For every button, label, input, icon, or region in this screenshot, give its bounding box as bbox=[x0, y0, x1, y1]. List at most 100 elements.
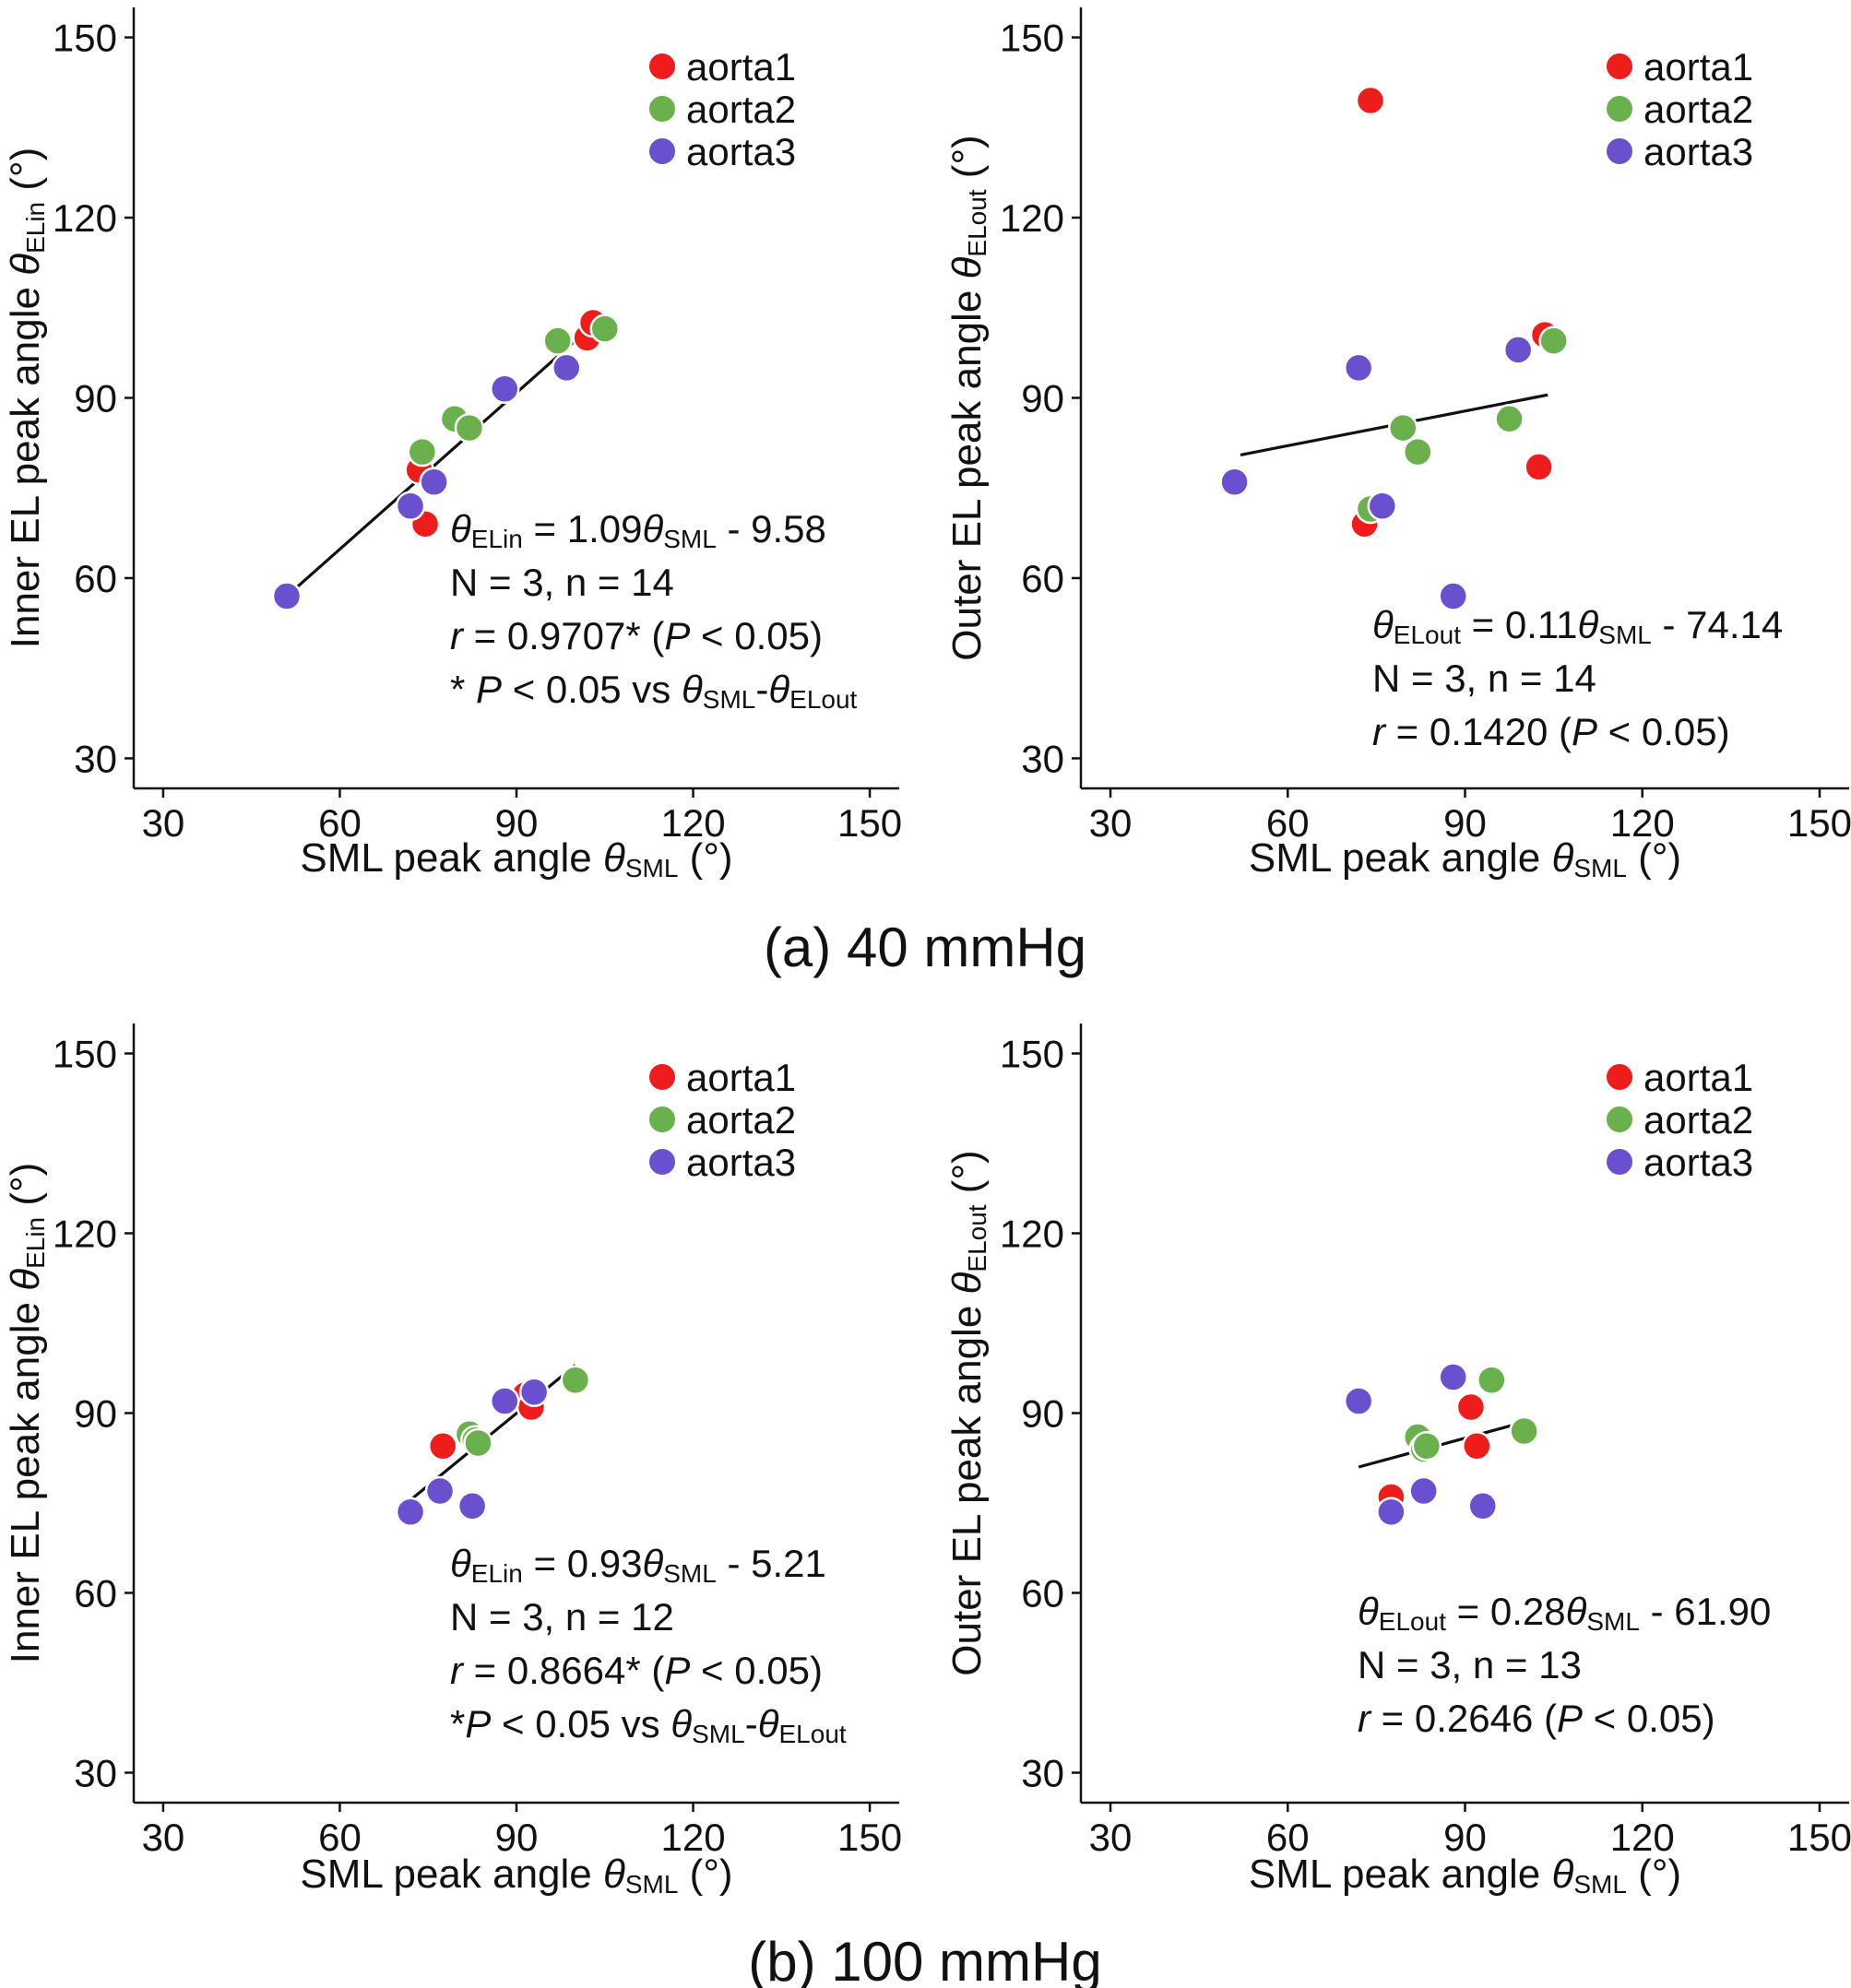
legend-label-aorta2: aorta2 bbox=[1643, 1098, 1753, 1142]
y-tick-label: 60 bbox=[74, 557, 117, 600]
annotation-line: r = 0.8664* (P < 0.05) bbox=[450, 1649, 823, 1692]
x-tick-label: 60 bbox=[1266, 1816, 1310, 1859]
point-aorta3 bbox=[489, 373, 520, 404]
x-axis-label: SML peak angle θSML (°) bbox=[1249, 835, 1681, 882]
point-aorta1 bbox=[1524, 452, 1554, 482]
chart-b-inner: 30 30 60 60 90 90 120 120 150 150 SML peak angle θ… bbox=[3, 1024, 902, 1899]
y-tick-label: 150 bbox=[53, 1033, 117, 1076]
y-tick-label: 90 bbox=[1021, 1392, 1064, 1436]
point-aorta2 bbox=[560, 1365, 591, 1395]
y-tick-label: 30 bbox=[1021, 1752, 1064, 1795]
point-aorta3 bbox=[1438, 1362, 1468, 1392]
point-aorta3 bbox=[518, 1377, 550, 1407]
point-aorta3 bbox=[1343, 352, 1374, 384]
annotation-line: N = 3, n = 14 bbox=[450, 561, 674, 604]
legend-key-aorta2 bbox=[1605, 1105, 1634, 1134]
x-tick-label: 90 bbox=[495, 1816, 539, 1859]
legend-label-aorta3: aorta3 bbox=[686, 130, 796, 173]
x-tick-label: 150 bbox=[1787, 1816, 1851, 1859]
chart-a-inner: 30 30 60 60 90 90 120 120 150 150 SML peak angle θ… bbox=[3, 7, 902, 882]
point-aorta3 bbox=[1438, 581, 1468, 611]
point-aorta2 bbox=[407, 436, 438, 467]
point-aorta3 bbox=[457, 1491, 488, 1521]
y-tick-label: 30 bbox=[74, 737, 117, 780]
legend-label-aorta1: aorta1 bbox=[686, 1056, 796, 1099]
x-tick-label: 120 bbox=[1610, 801, 1675, 845]
annotation-line: N = 3, n = 12 bbox=[450, 1595, 674, 1639]
point-aorta3 bbox=[424, 1475, 456, 1507]
annotation-line: N = 3, n = 13 bbox=[1358, 1643, 1582, 1686]
y-tick-label: 60 bbox=[1021, 557, 1064, 600]
y-tick-label: 120 bbox=[53, 196, 117, 240]
legend-key-aorta1 bbox=[1605, 1062, 1634, 1092]
point-aorta2 bbox=[1509, 1415, 1539, 1447]
y-tick-label: 90 bbox=[74, 377, 117, 420]
point-aorta1 bbox=[1455, 1391, 1487, 1423]
annotation-line: r = 0.1420 (P < 0.05) bbox=[1372, 710, 1730, 753]
legend-key-aorta1 bbox=[647, 52, 677, 81]
caption-a: (a) 40 mmHg bbox=[764, 917, 1086, 978]
x-tick-label: 90 bbox=[495, 801, 539, 845]
point-aorta2 bbox=[1477, 1365, 1507, 1395]
legend-label-aorta1: aorta1 bbox=[686, 45, 796, 89]
point-aorta2 bbox=[454, 412, 485, 444]
chart-a-outer: 30 30 60 60 90 90 120 120 150 150 SML peak angle θ… bbox=[944, 7, 1851, 882]
y-tick-label: 150 bbox=[1000, 1033, 1064, 1076]
y-tick-label: 90 bbox=[74, 1392, 117, 1436]
legend-key-aorta1 bbox=[647, 1062, 677, 1092]
legend-key-aorta3 bbox=[1605, 1147, 1634, 1177]
y-tick-label: 30 bbox=[1021, 737, 1064, 780]
point-aorta2 bbox=[1402, 436, 1433, 467]
annotation-line: θELout = 0.11θSML - 74.14 bbox=[1372, 603, 1783, 649]
x-axis-label: SML peak angle θSML (°) bbox=[1249, 1852, 1681, 1899]
point-aorta2 bbox=[1387, 412, 1418, 444]
point-aorta3 bbox=[271, 581, 303, 611]
y-tick-label: 30 bbox=[74, 1752, 117, 1795]
point-aorta1 bbox=[1355, 85, 1386, 116]
point-aorta3 bbox=[489, 1386, 520, 1416]
annotation-line: r = 0.9707* (P < 0.05) bbox=[450, 614, 823, 657]
regression-line bbox=[285, 318, 600, 598]
point-aorta3 bbox=[1408, 1475, 1439, 1507]
x-tick-label: 120 bbox=[660, 801, 725, 845]
annotation-line: θELin = 1.09θSML - 9.58 bbox=[450, 507, 826, 553]
point-aorta3 bbox=[395, 491, 426, 522]
y-tick-label: 120 bbox=[1000, 196, 1064, 240]
x-tick-label: 30 bbox=[1089, 801, 1133, 845]
annotation-line: *P < 0.05 vs θSML-θELout bbox=[450, 1702, 847, 1748]
legend-label-aorta3: aorta3 bbox=[686, 1141, 796, 1184]
point-aorta3 bbox=[1367, 491, 1398, 522]
point-aorta3 bbox=[1219, 467, 1250, 497]
y-axis-label: Inner EL peak angle θELin (°) bbox=[3, 148, 50, 649]
y-tick-label: 150 bbox=[1000, 17, 1064, 60]
annotation-line: N = 3, n = 14 bbox=[1372, 657, 1596, 700]
legend-label-aorta1: aorta1 bbox=[1643, 1056, 1753, 1099]
annotation-line: θELin = 0.93θSML - 5.21 bbox=[450, 1542, 826, 1588]
x-tick-label: 60 bbox=[318, 1816, 362, 1859]
legend-key-aorta3 bbox=[1605, 136, 1634, 166]
legend-key-aorta2 bbox=[647, 94, 677, 124]
x-tick-label: 30 bbox=[1089, 1816, 1133, 1859]
x-tick-label: 120 bbox=[660, 1816, 725, 1859]
legend-label-aorta3: aorta3 bbox=[1643, 130, 1753, 173]
annotation-line: θELout = 0.28θSML - 61.90 bbox=[1358, 1590, 1771, 1636]
legend-key-aorta2 bbox=[647, 1105, 677, 1134]
point-aorta2 bbox=[589, 314, 621, 344]
legend-key-aorta1 bbox=[1605, 52, 1634, 81]
y-tick-label: 60 bbox=[1021, 1572, 1064, 1615]
x-axis-label: SML peak angle θSML (°) bbox=[300, 835, 732, 882]
annotation-line: * P < 0.05 vs θSML-θELout bbox=[450, 668, 858, 714]
point-aorta2 bbox=[542, 325, 573, 356]
legend-key-aorta2 bbox=[1605, 94, 1634, 124]
annotation-line: r = 0.2646 (P < 0.05) bbox=[1358, 1697, 1715, 1740]
x-tick-label: 60 bbox=[318, 801, 362, 845]
x-axis-label: SML peak angle θSML (°) bbox=[300, 1852, 732, 1899]
legend-label-aorta2: aorta2 bbox=[686, 88, 796, 131]
point-aorta3 bbox=[1467, 1491, 1498, 1521]
point-aorta3 bbox=[395, 1497, 426, 1527]
x-tick-label: 150 bbox=[837, 801, 902, 845]
y-tick-label: 120 bbox=[1000, 1213, 1064, 1256]
x-tick-label: 30 bbox=[142, 801, 185, 845]
y-tick-label: 120 bbox=[53, 1213, 117, 1256]
